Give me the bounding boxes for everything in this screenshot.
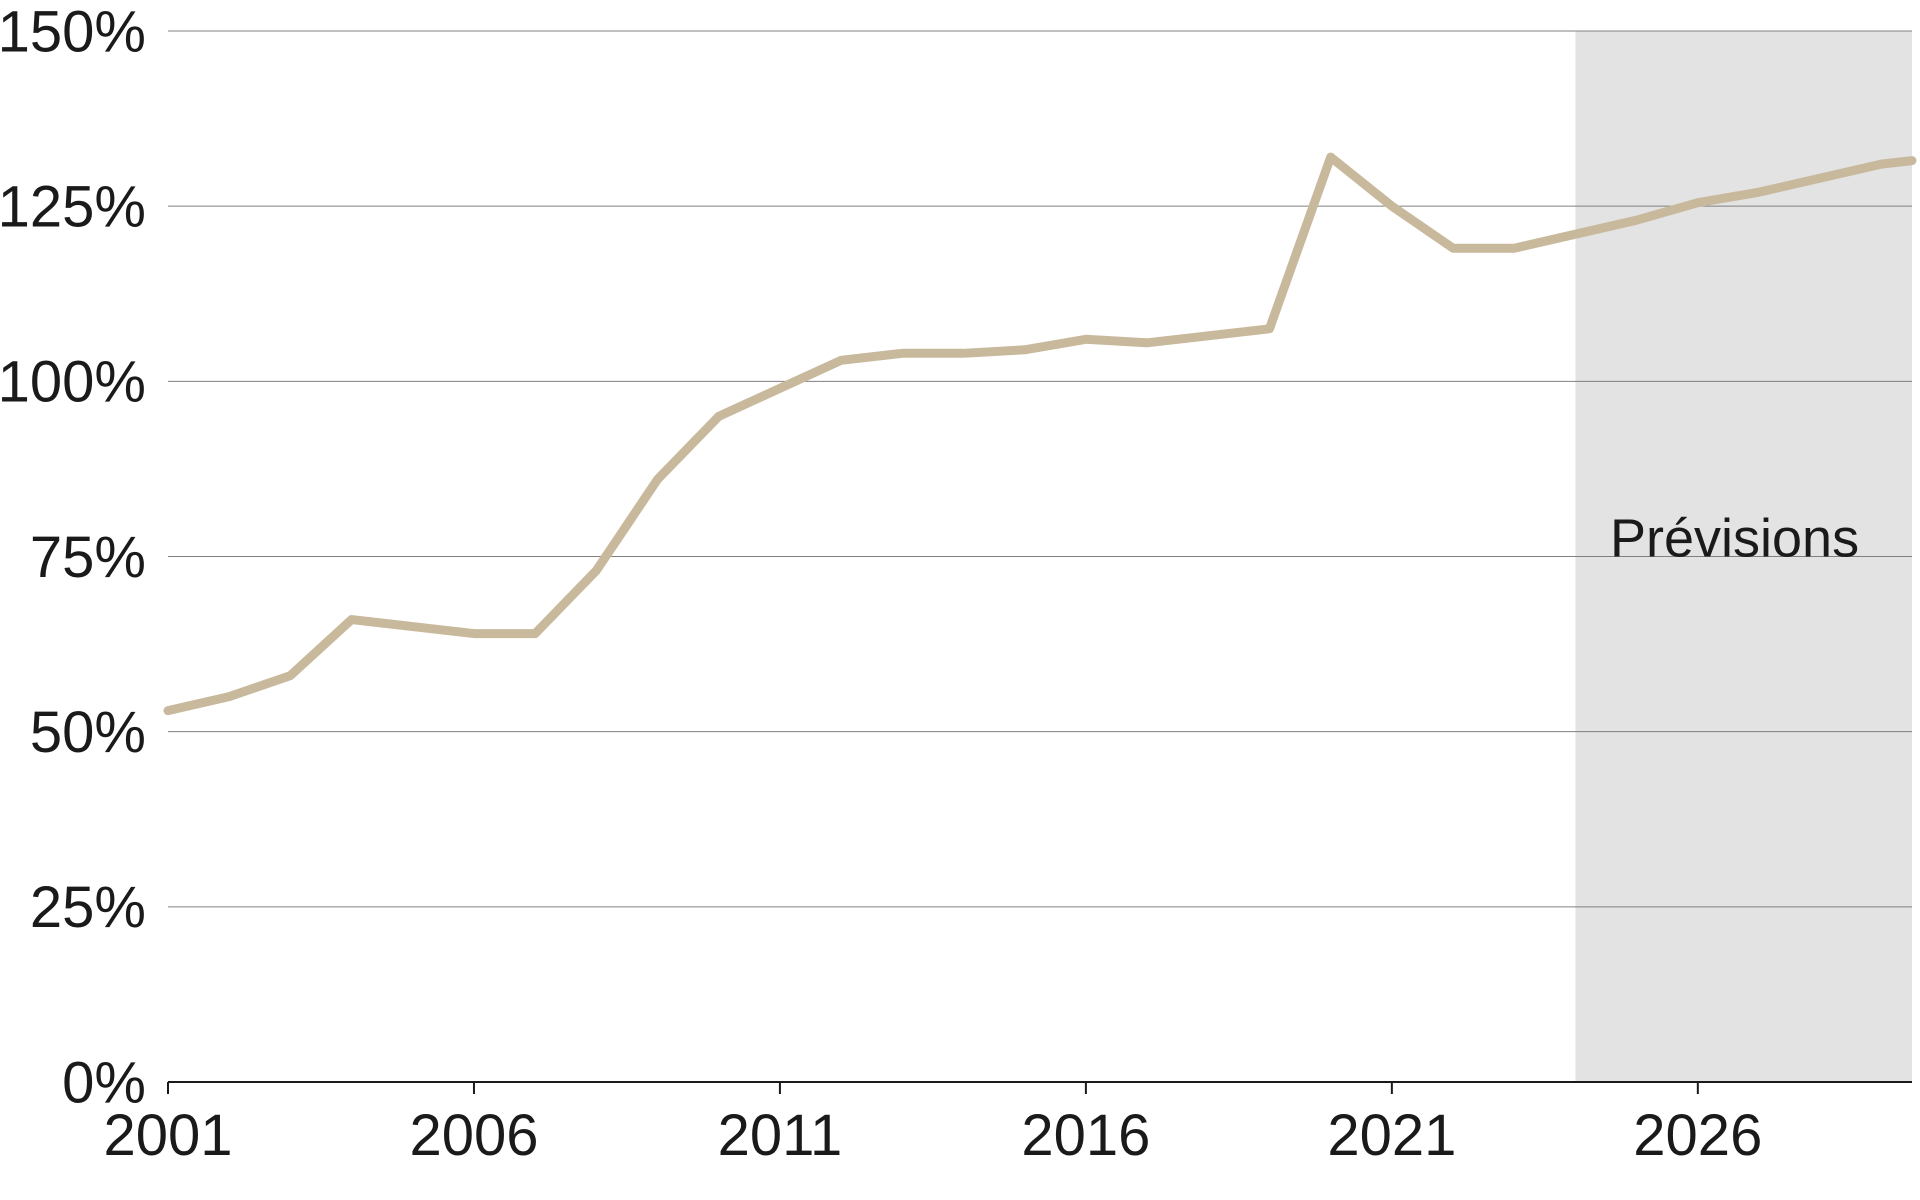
x-tick-label: 2021 bbox=[1327, 1103, 1456, 1168]
y-tick-label: 50% bbox=[30, 700, 146, 765]
y-tick-label: 25% bbox=[30, 875, 146, 940]
x-tick-label: 2026 bbox=[1633, 1103, 1762, 1168]
y-tick-label: 150% bbox=[0, 0, 146, 64]
forecast-label: Prévisions bbox=[1610, 509, 1859, 569]
y-tick-label: 100% bbox=[0, 350, 146, 415]
y-tick-label: 125% bbox=[0, 174, 146, 239]
x-tick-label: 2006 bbox=[409, 1103, 538, 1168]
y-tick-label: 75% bbox=[30, 525, 146, 590]
y-tick-label: 0% bbox=[62, 1050, 146, 1115]
x-tick-label: 2011 bbox=[718, 1103, 843, 1168]
x-tick-label: 2016 bbox=[1021, 1103, 1150, 1168]
line-chart: 2001200620112016202120260%25%50%75%100%1… bbox=[0, 0, 1920, 1200]
chart-svg: 2001200620112016202120260%25%50%75%100%1… bbox=[0, 0, 1920, 1200]
